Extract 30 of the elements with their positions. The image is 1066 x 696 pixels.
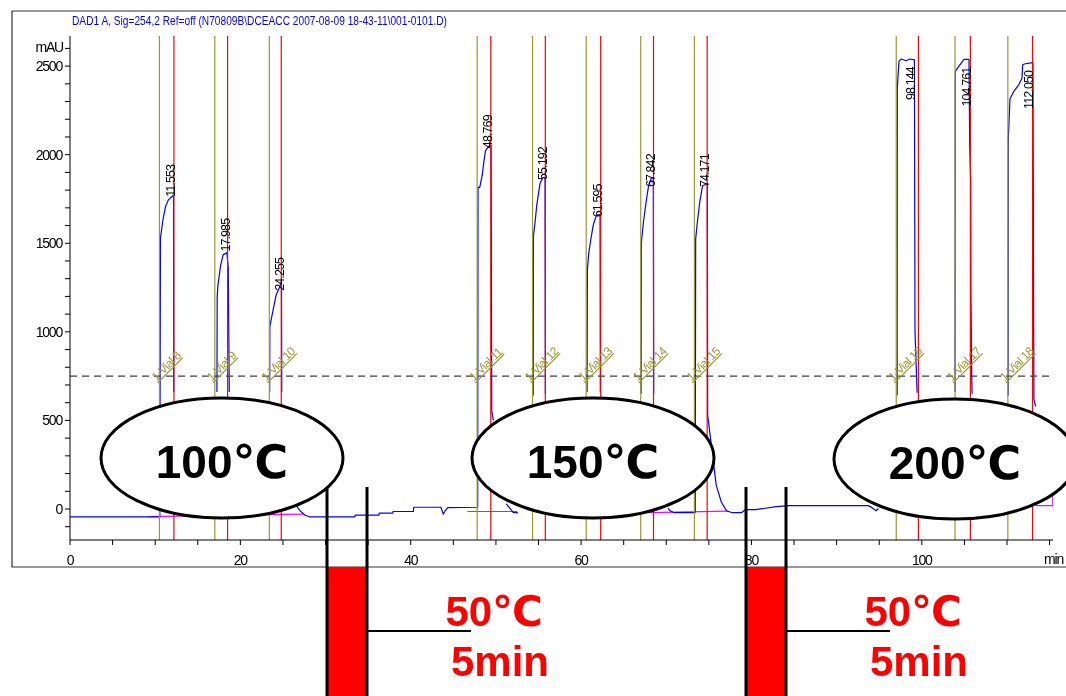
x-tick-label: 40	[404, 551, 419, 568]
annotation: 150℃	[526, 436, 660, 489]
annotation: 100℃	[155, 436, 289, 489]
annotation: 61.595	[590, 183, 605, 218]
annotation: 112.050	[1022, 69, 1037, 109]
chart-title: DAD1 A, Sig=254,2 Ref=off (N70809B\DCEACC 2007-08-09 18-43-11\001-0101.D)	[72, 13, 552, 28]
annotation: 24.255	[272, 256, 287, 291]
annotation: 17.985	[219, 217, 234, 252]
annotation: 200℃	[888, 437, 1022, 490]
annotation: 74.171	[697, 153, 712, 188]
y-tick-label: 1500	[35, 235, 64, 252]
x-tick-label: 100	[911, 551, 934, 568]
text: 50℃ 5min	[864, 588, 974, 685]
y-tick-label: 1000	[35, 323, 64, 340]
y-tick-label: 0	[55, 500, 64, 517]
y-tick-label: 500	[42, 412, 64, 429]
annotation: 104.761	[960, 66, 975, 107]
annotation: 48.769	[481, 114, 496, 149]
y-tick-label: 2000	[35, 146, 64, 163]
annotation: 67.842	[643, 153, 658, 188]
x-tick-label: 60	[574, 551, 590, 568]
annotation: 98.144	[904, 66, 919, 100]
y-axis-title: mAU	[35, 39, 65, 55]
text: 50℃ 5min	[445, 588, 555, 685]
x-axis-title: min	[1044, 551, 1064, 567]
annotation: 11.553	[164, 164, 179, 197]
x-tick-label: 0	[66, 551, 75, 568]
annotation: 55.192	[536, 146, 551, 181]
x-tick-label: 20	[233, 551, 249, 568]
y-tick-label: 2500	[35, 58, 64, 75]
